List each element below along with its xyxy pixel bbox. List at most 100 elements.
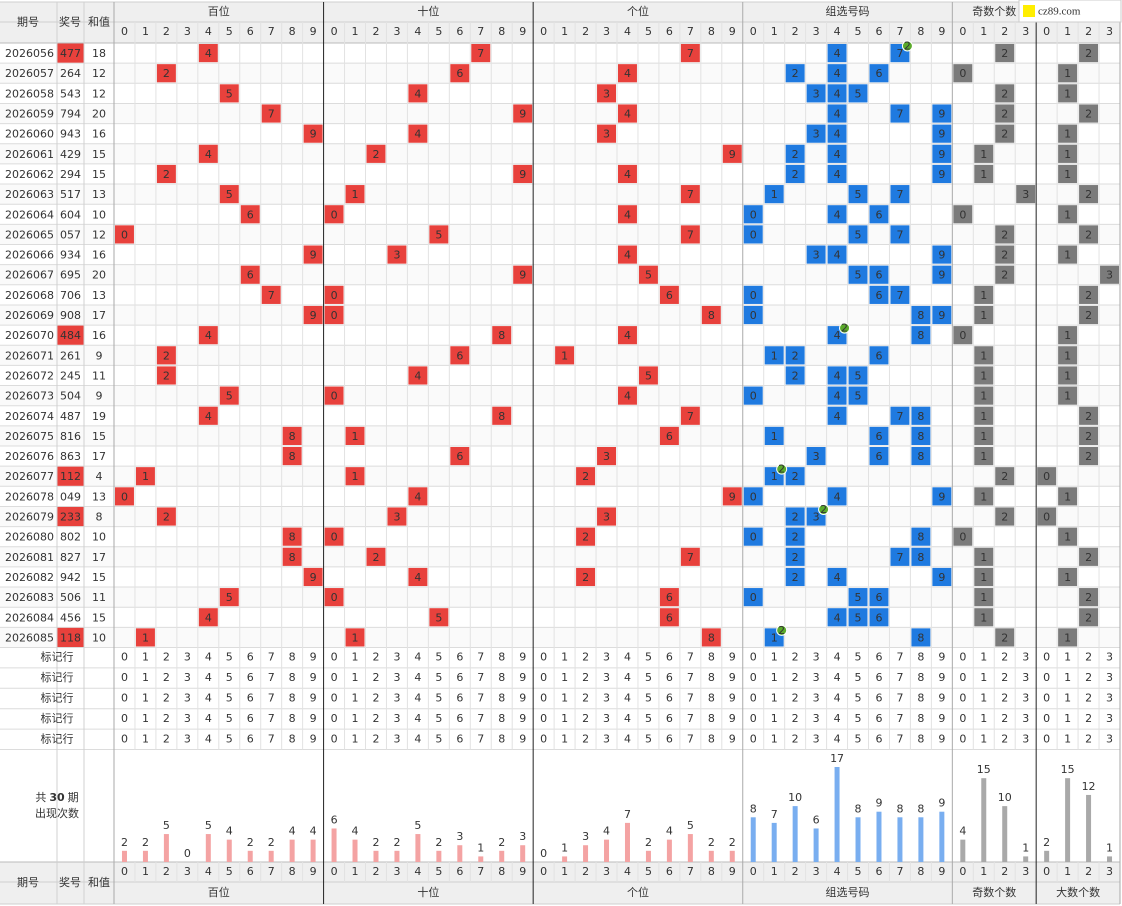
marker-digit: 0 <box>1043 671 1050 684</box>
mark-cell <box>848 84 868 103</box>
mark-digit: 0 <box>331 309 338 322</box>
column-digit: 2 <box>163 865 170 878</box>
column-digit: 9 <box>310 25 317 38</box>
marker-digit: 2 <box>163 671 170 684</box>
mark-digit: 4 <box>834 571 841 584</box>
column-digit: 8 <box>708 25 715 38</box>
mark-digit: 3 <box>813 87 820 100</box>
section-title: 大数个数 <box>1056 885 1100 899</box>
mark-digit: 9 <box>310 128 317 141</box>
mark-digit: 0 <box>750 591 757 604</box>
marker-digit: 4 <box>624 712 631 725</box>
marker-digit: 3 <box>603 732 610 745</box>
count-label: 5 <box>414 819 421 832</box>
number: 943 <box>60 128 81 141</box>
section-title: 奇数个数 <box>972 886 1016 899</box>
column-digit: 0 <box>1043 865 1050 878</box>
row-bg <box>0 184 1120 205</box>
mark-cell <box>115 487 134 506</box>
mark-cell <box>659 426 679 445</box>
column-digit: 2 <box>372 25 379 38</box>
mark-cell <box>827 144 847 163</box>
mark-digit: 2 <box>163 349 170 362</box>
mark-cell <box>743 588 763 607</box>
mark-digit: 1 <box>771 188 778 201</box>
count-bar <box>415 834 421 862</box>
mark-cell <box>974 386 994 405</box>
mark-cell <box>408 124 428 143</box>
sum: 20 <box>92 108 106 121</box>
mark-digit: 4 <box>624 329 631 342</box>
mark-digit: 1 <box>1064 390 1071 403</box>
section-title: 组选号码 <box>826 885 870 899</box>
column-digit: 0 <box>121 25 128 38</box>
marker-digit: 4 <box>624 651 631 664</box>
marker-digit: 0 <box>331 692 338 705</box>
column-digit: 6 <box>247 865 254 878</box>
marker-digit: 0 <box>540 671 547 684</box>
mark-cell <box>1079 588 1099 607</box>
marker-digit: 2 <box>1085 712 1092 725</box>
mark-cell <box>785 346 805 365</box>
marker-digit: 3 <box>603 651 610 664</box>
mark-digit: 1 <box>142 470 149 483</box>
mark-digit: 4 <box>834 67 841 80</box>
count-label: 2 <box>372 836 379 849</box>
count-label: 1 <box>1022 841 1029 854</box>
sum: 11 <box>92 591 106 604</box>
mark-digit: 5 <box>855 611 862 624</box>
marker-digit: 2 <box>792 651 799 664</box>
marker-digit: 3 <box>813 712 820 725</box>
mark-cell <box>324 527 344 546</box>
marker-digit: 0 <box>540 712 547 725</box>
mark-cell <box>848 366 868 385</box>
marker-digit: 1 <box>561 732 568 745</box>
mark-digit: 2 <box>582 470 589 483</box>
column-digit: 5 <box>855 25 862 38</box>
column-digit: 3 <box>603 25 610 38</box>
marker-digit: 3 <box>184 651 191 664</box>
mark-cell <box>345 467 365 486</box>
column-digit: 7 <box>477 865 484 878</box>
column-digit: 9 <box>938 25 945 38</box>
count-label: 2 <box>268 836 275 849</box>
mark-cell <box>492 326 512 345</box>
number: 695 <box>60 269 81 282</box>
mark-digit: 2 <box>792 470 799 483</box>
count-bar <box>750 817 756 862</box>
mark-cell <box>743 305 763 325</box>
marker-digit: 2 <box>792 671 799 684</box>
mark-digit: 0 <box>750 208 757 221</box>
marker-digit: 2 <box>1001 732 1008 745</box>
count-bar <box>394 850 400 862</box>
marker-digit: 0 <box>1043 732 1050 745</box>
marker-digit: 4 <box>834 712 841 725</box>
mark-cell <box>513 265 533 284</box>
marker-digit: 6 <box>247 732 254 745</box>
mark-cell <box>932 245 952 264</box>
header-sum: 和值 <box>88 16 110 29</box>
column-digit: 0 <box>540 865 547 878</box>
mark-digit: 4 <box>834 490 841 503</box>
issue: 2026079 <box>5 511 54 524</box>
mark-cell <box>743 225 763 244</box>
mark-digit: 2 <box>1001 228 1008 241</box>
mark-digit: 8 <box>917 450 924 463</box>
mark-digit: 7 <box>268 108 275 121</box>
mark-digit: 4 <box>205 410 212 423</box>
marker-digit: 3 <box>813 732 820 745</box>
marker-digit: 7 <box>268 671 275 684</box>
mark-digit: 2 <box>792 168 799 181</box>
marker-digit: 6 <box>456 732 463 745</box>
column-digit: 0 <box>331 865 338 878</box>
mark-cell <box>1058 346 1078 365</box>
number: 233 <box>60 511 81 524</box>
marker-digit: 3 <box>184 732 191 745</box>
mark-digit: 4 <box>414 369 421 382</box>
mark-digit: 8 <box>917 410 924 423</box>
marker-digit: 3 <box>393 712 400 725</box>
mark-digit: 4 <box>834 128 841 141</box>
column-digit: 6 <box>666 865 673 878</box>
marker-digit: 2 <box>792 732 799 745</box>
marker-digit: 0 <box>331 732 338 745</box>
